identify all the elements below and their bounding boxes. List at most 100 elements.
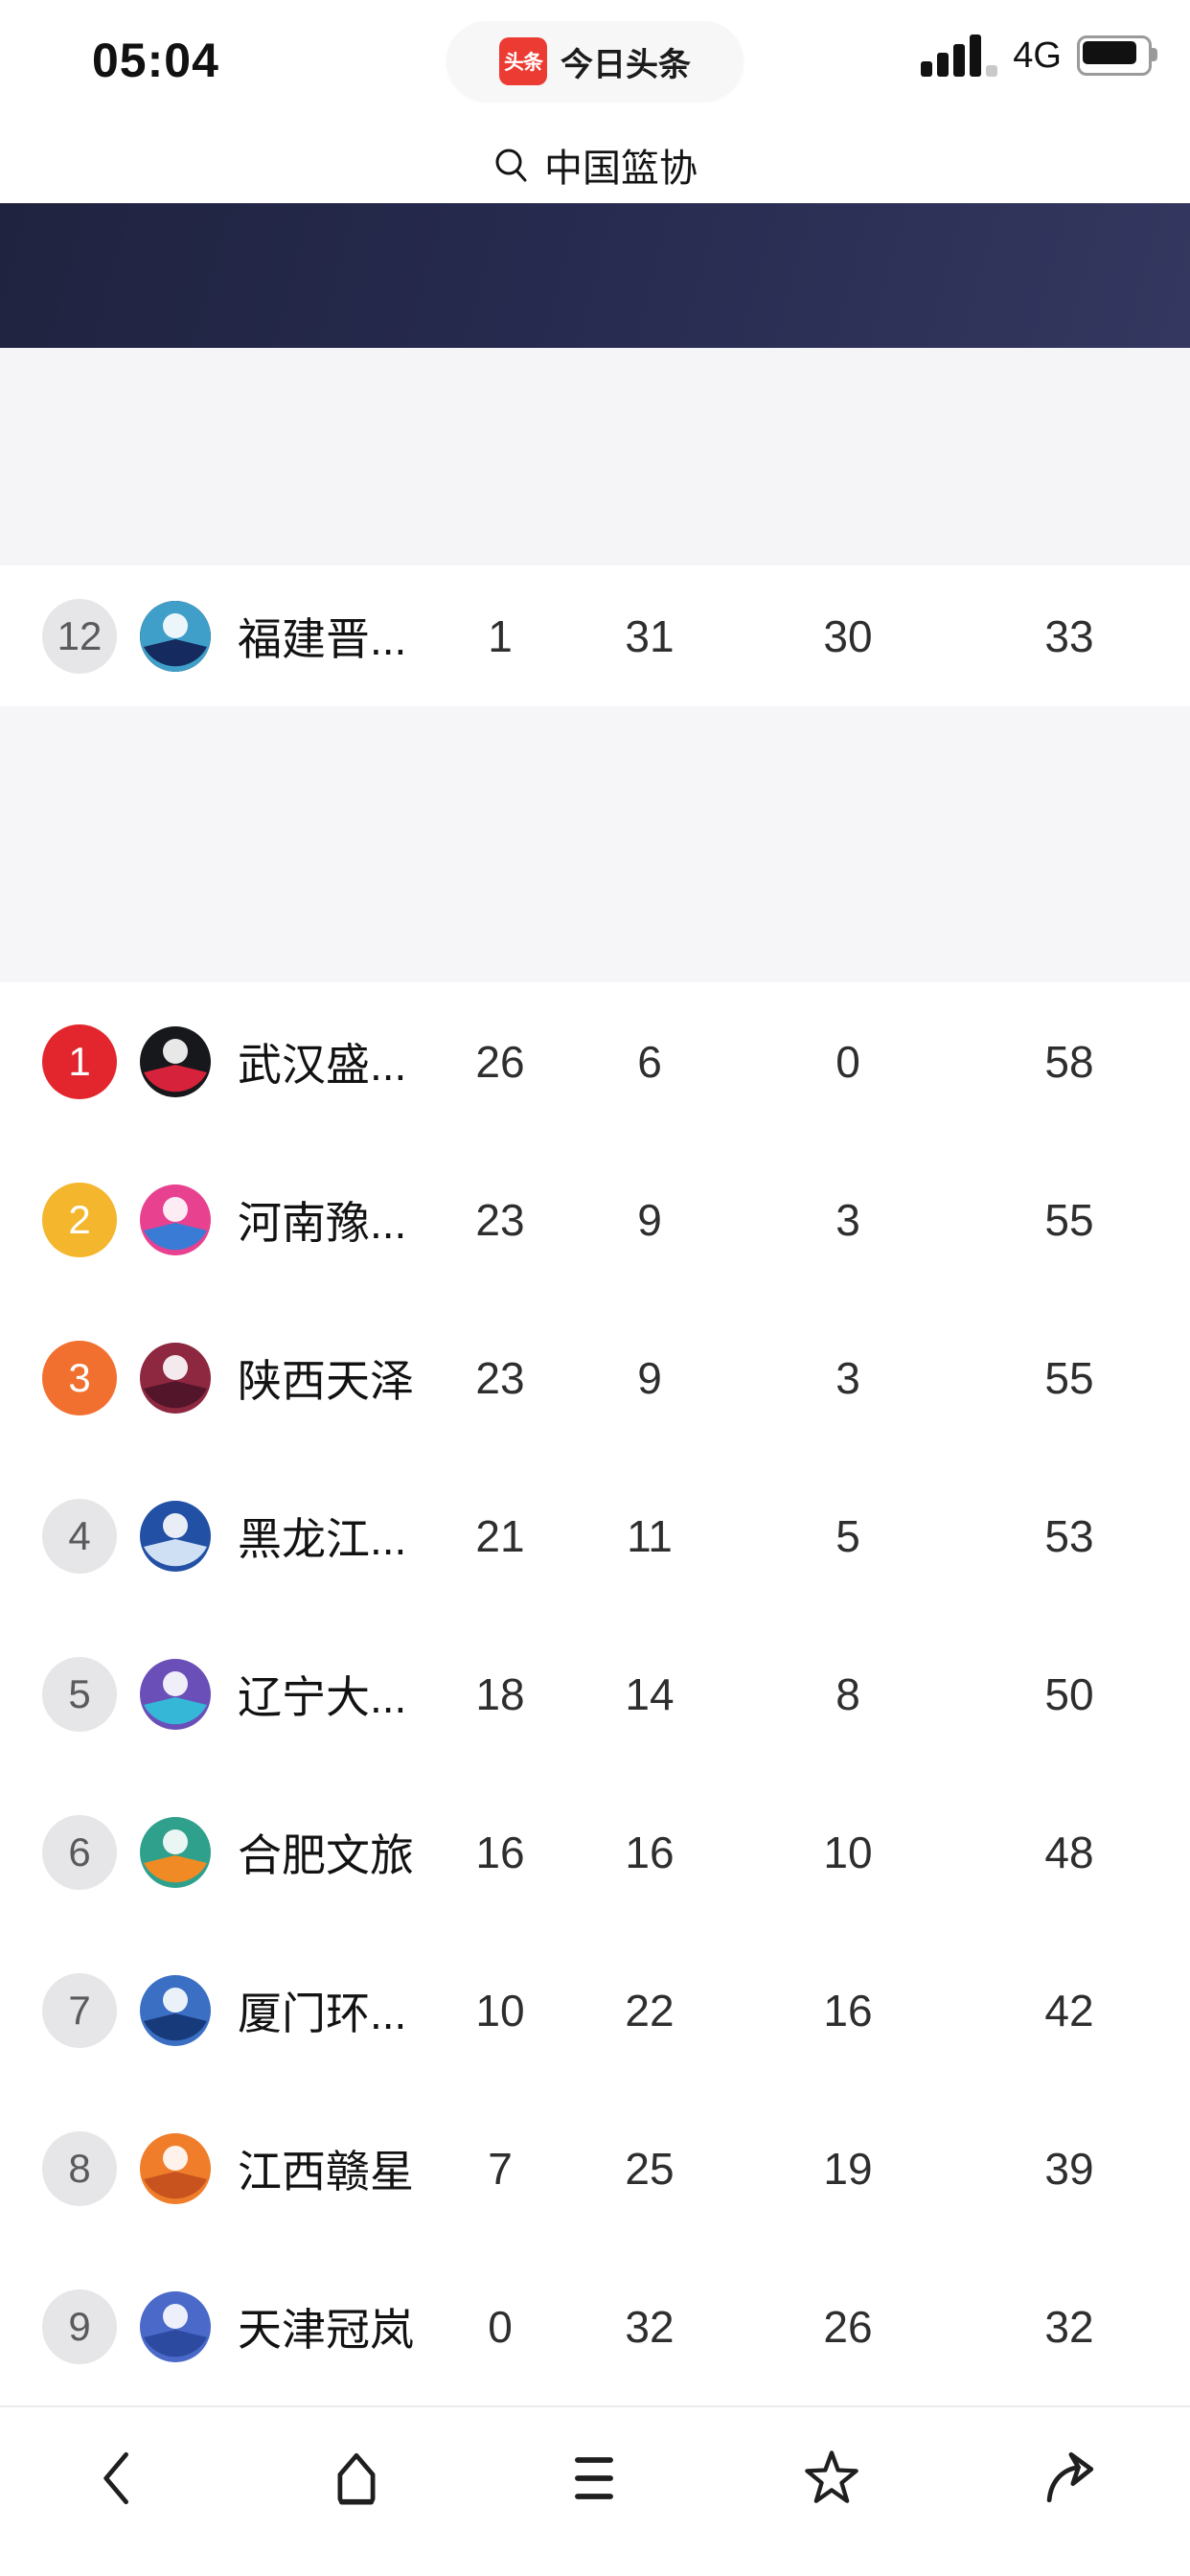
games-behind-value: 8 [835, 1668, 860, 1719]
filter-section: 2024–2025 常规赛 [0, 348, 1190, 885]
team-logo [140, 600, 211, 672]
rank-badge: 8 [42, 2130, 117, 2206]
current-app-pill[interactable]: 头条 今日头条 [446, 21, 744, 102]
nav-menu-button[interactable] [475, 2432, 713, 2524]
table-row[interactable]: 8 江西赣星 7 25 19 39 [0, 2089, 1190, 2247]
signal-strength-icon [921, 34, 998, 77]
nav-home-button[interactable] [238, 2432, 475, 2524]
table-row[interactable]: 4 黑龙江... 21 11 5 53 [0, 1457, 1190, 1615]
team-logo [140, 1342, 211, 1414]
points-value: 55 [1044, 1352, 1094, 1403]
wins-value: 10 [475, 1985, 525, 2036]
menu-icon [575, 2457, 613, 2499]
back-button[interactable] [0, 2432, 238, 2524]
games-behind-value: 10 [823, 1827, 873, 1877]
team-name: 黑龙江... [238, 1513, 407, 1564]
points-value: 42 [1044, 1985, 1094, 2036]
search-icon [495, 149, 527, 182]
team-name: 江西赣星 [238, 2146, 414, 2196]
share-arrow-icon [1046, 2451, 1094, 2503]
team-name: 陕西天泽 [238, 1355, 414, 1406]
table-row[interactable]: 2 河南豫... 23 9 3 55 [0, 1140, 1190, 1299]
points-value: 55 [1044, 1194, 1094, 1245]
team-name: 辽宁大... [238, 1671, 407, 1722]
rank-badge: 1 [42, 1024, 117, 1099]
star-icon [805, 2450, 858, 2503]
team-logo [140, 2290, 211, 2362]
rank-badge: 12 [42, 598, 117, 674]
app-header: W CBA [0, 203, 1190, 526]
team-logo [140, 2132, 211, 2204]
team-name: 厦门环... [238, 1988, 407, 2038]
team-name: 河南豫... [238, 1197, 407, 1248]
wins-value: 18 [475, 1668, 525, 1719]
search-query: 中国篮协 [544, 148, 698, 190]
group-a-table-tail: 12 福建晋... 1 31 30 33 [0, 565, 1190, 706]
losses-value: 16 [625, 1827, 675, 1877]
chevron-left-icon [103, 2451, 128, 2505]
games-behind-value: 3 [835, 1352, 860, 1403]
team-logo [140, 1184, 211, 1255]
table-row[interactable]: 6 合肥文旅 16 16 10 48 [0, 1773, 1190, 1931]
points-value: 50 [1044, 1668, 1094, 1719]
table-row[interactable]: 5 辽宁大... 18 14 8 50 [0, 1615, 1190, 1773]
clock: 05:04 [92, 34, 219, 87]
team-name: 合肥文旅 [238, 1829, 414, 1880]
games-behind-value: 30 [823, 610, 873, 661]
favorite-button[interactable] [713, 2432, 950, 2524]
group-b-table: 1 武汉盛... 26 6 0 58 2 河南豫... 23 9 3 55 3 … [0, 982, 1190, 2405]
games-behind-value: 3 [835, 1194, 860, 1245]
search-bar[interactable]: 中国篮协 [0, 126, 1190, 203]
losses-value: 9 [637, 1194, 662, 1245]
status-bar: 05:04 头条 今日头条 4G [0, 0, 1190, 126]
points-value: 39 [1044, 2143, 1094, 2194]
wins-value: 16 [475, 1827, 525, 1877]
rank-badge: 5 [42, 1656, 117, 1732]
points-value: 33 [1044, 610, 1094, 661]
rank-badge: 2 [42, 1182, 117, 1257]
points-value: 48 [1044, 1827, 1094, 1877]
losses-value: 32 [625, 2301, 675, 2352]
points-value: 53 [1044, 1510, 1094, 1561]
team-logo [140, 1500, 211, 1572]
games-behind-value: 16 [823, 1985, 873, 2036]
share-button[interactable] [950, 2432, 1188, 2524]
rank-badge: 6 [42, 1814, 117, 1890]
losses-value: 11 [627, 1510, 673, 1561]
rank-badge: 4 [42, 1498, 117, 1574]
team-logo [140, 1974, 211, 2046]
wins-value: 7 [488, 2143, 513, 2194]
app-pill-label: 今日头条 [561, 46, 691, 83]
team-logo [140, 1816, 211, 1888]
team-logo [140, 1658, 211, 1730]
losses-value: 9 [637, 1352, 662, 1403]
bottom-navigation [0, 2405, 1190, 2576]
wins-value: 26 [475, 1036, 525, 1087]
group-b-section-header: 常规赛B组 球队 胜 负 胜场差 积分 [0, 706, 1190, 1677]
games-behind-value: 26 [823, 2301, 873, 2352]
games-behind-value: 19 [823, 2143, 873, 2194]
table-row[interactable]: 7 厦门环... 10 22 16 42 [0, 1931, 1190, 2089]
status-indicators: 4G [921, 34, 1157, 77]
losses-value: 31 [625, 610, 675, 661]
points-value: 58 [1044, 1036, 1094, 1087]
wins-value: 0 [488, 2301, 513, 2352]
rank-badge: 7 [42, 1972, 117, 2048]
losses-value: 25 [625, 2143, 675, 2194]
team-name: 天津冠岚 [238, 2304, 414, 2355]
wins-value: 23 [475, 1352, 525, 1403]
table-row[interactable]: 12 福建晋... 1 31 30 33 [0, 565, 1190, 706]
table-row[interactable]: 9 天津冠岚 0 32 26 32 [0, 2247, 1190, 2405]
rank-badge: 3 [42, 1340, 117, 1415]
team-logo [140, 1025, 211, 1097]
battery-icon [1077, 35, 1157, 76]
home-icon [337, 2452, 376, 2505]
points-value: 32 [1044, 2301, 1094, 2352]
table-row[interactable]: 3 陕西天泽 23 9 3 55 [0, 1299, 1190, 1457]
toutiao-app-icon: 头条 [499, 37, 547, 85]
losses-value: 22 [625, 1985, 675, 2036]
team-name: 武汉盛... [238, 1039, 407, 1090]
games-behind-value: 5 [835, 1510, 860, 1561]
rank-badge: 9 [42, 2288, 117, 2364]
table-row[interactable]: 1 武汉盛... 26 6 0 58 [0, 982, 1190, 1140]
